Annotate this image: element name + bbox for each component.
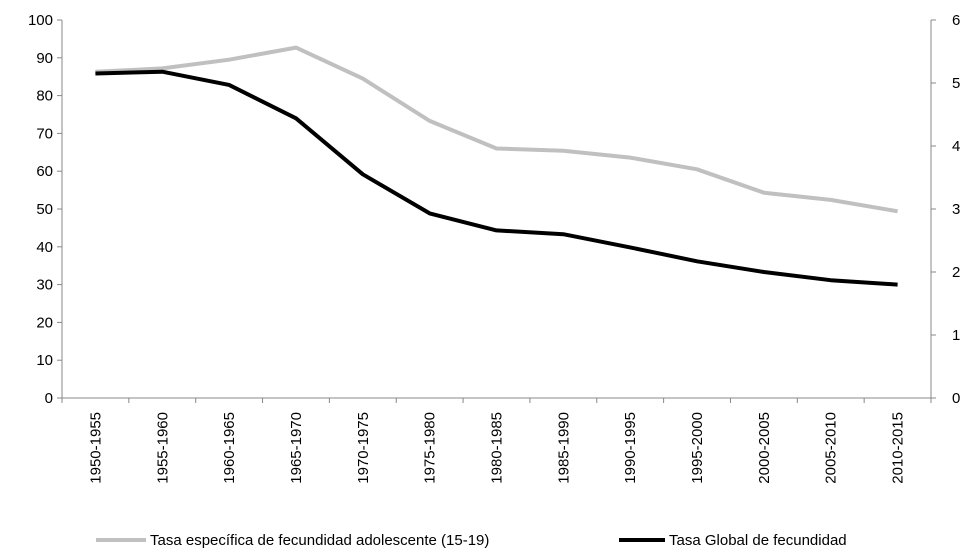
left-y-tick-label: 10: [36, 352, 53, 369]
right-y-tick-label: 3: [952, 201, 960, 218]
left-y-tick-label: 60: [36, 163, 53, 180]
x-tick-label: 2005-2010: [823, 412, 840, 484]
legend-label-2: Tasa Global de fecundidad: [669, 532, 847, 549]
right-y-tick-label: 5: [952, 75, 960, 92]
left-y-tick-label: 30: [36, 277, 53, 294]
x-tick-label: 1990-1995: [622, 412, 639, 484]
left-y-tick-label: 0: [45, 390, 53, 407]
x-tick-label: 1955-1960: [154, 412, 171, 484]
right-y-tick-label: 4: [952, 138, 960, 155]
left-y-tick-label: 70: [36, 125, 53, 142]
x-tick-label: 1970-1975: [355, 412, 372, 484]
left-y-tick-label: 90: [36, 50, 53, 67]
x-tick-label: 1960-1965: [221, 412, 238, 484]
x-tick-label: 1980-1985: [489, 412, 506, 484]
right-y-tick-label: 6: [952, 12, 960, 29]
right-y-tick-label: 2: [952, 264, 960, 281]
left-y-tick-label: 80: [36, 88, 53, 105]
x-tick-label: 1975-1980: [422, 412, 439, 484]
x-tick-label: 2010-2015: [890, 412, 907, 484]
left-y-tick-label: 40: [36, 239, 53, 256]
series-line-tasa-global-fecundidad: [95, 69, 898, 287]
x-tick-label: 1950-1955: [87, 412, 104, 484]
x-tick-label: 1965-1970: [288, 412, 305, 484]
left-y-tick-label: 20: [36, 314, 53, 331]
x-tick-label: 2000-2005: [756, 412, 773, 484]
left-y-tick-label: 50: [36, 201, 53, 218]
x-tick-label: 1985-1990: [555, 412, 572, 484]
right-y-tick-label: 1: [952, 327, 960, 344]
series-line-tasa-fecundidad-adolescente: [95, 45, 898, 214]
right-y-tick-label: 0: [952, 390, 960, 407]
legend-label-1: Tasa específica de fecundidad adolescent…: [150, 532, 489, 549]
x-tick-label: 1995-2000: [689, 412, 706, 484]
left-y-tick-label: 100: [28, 12, 53, 29]
